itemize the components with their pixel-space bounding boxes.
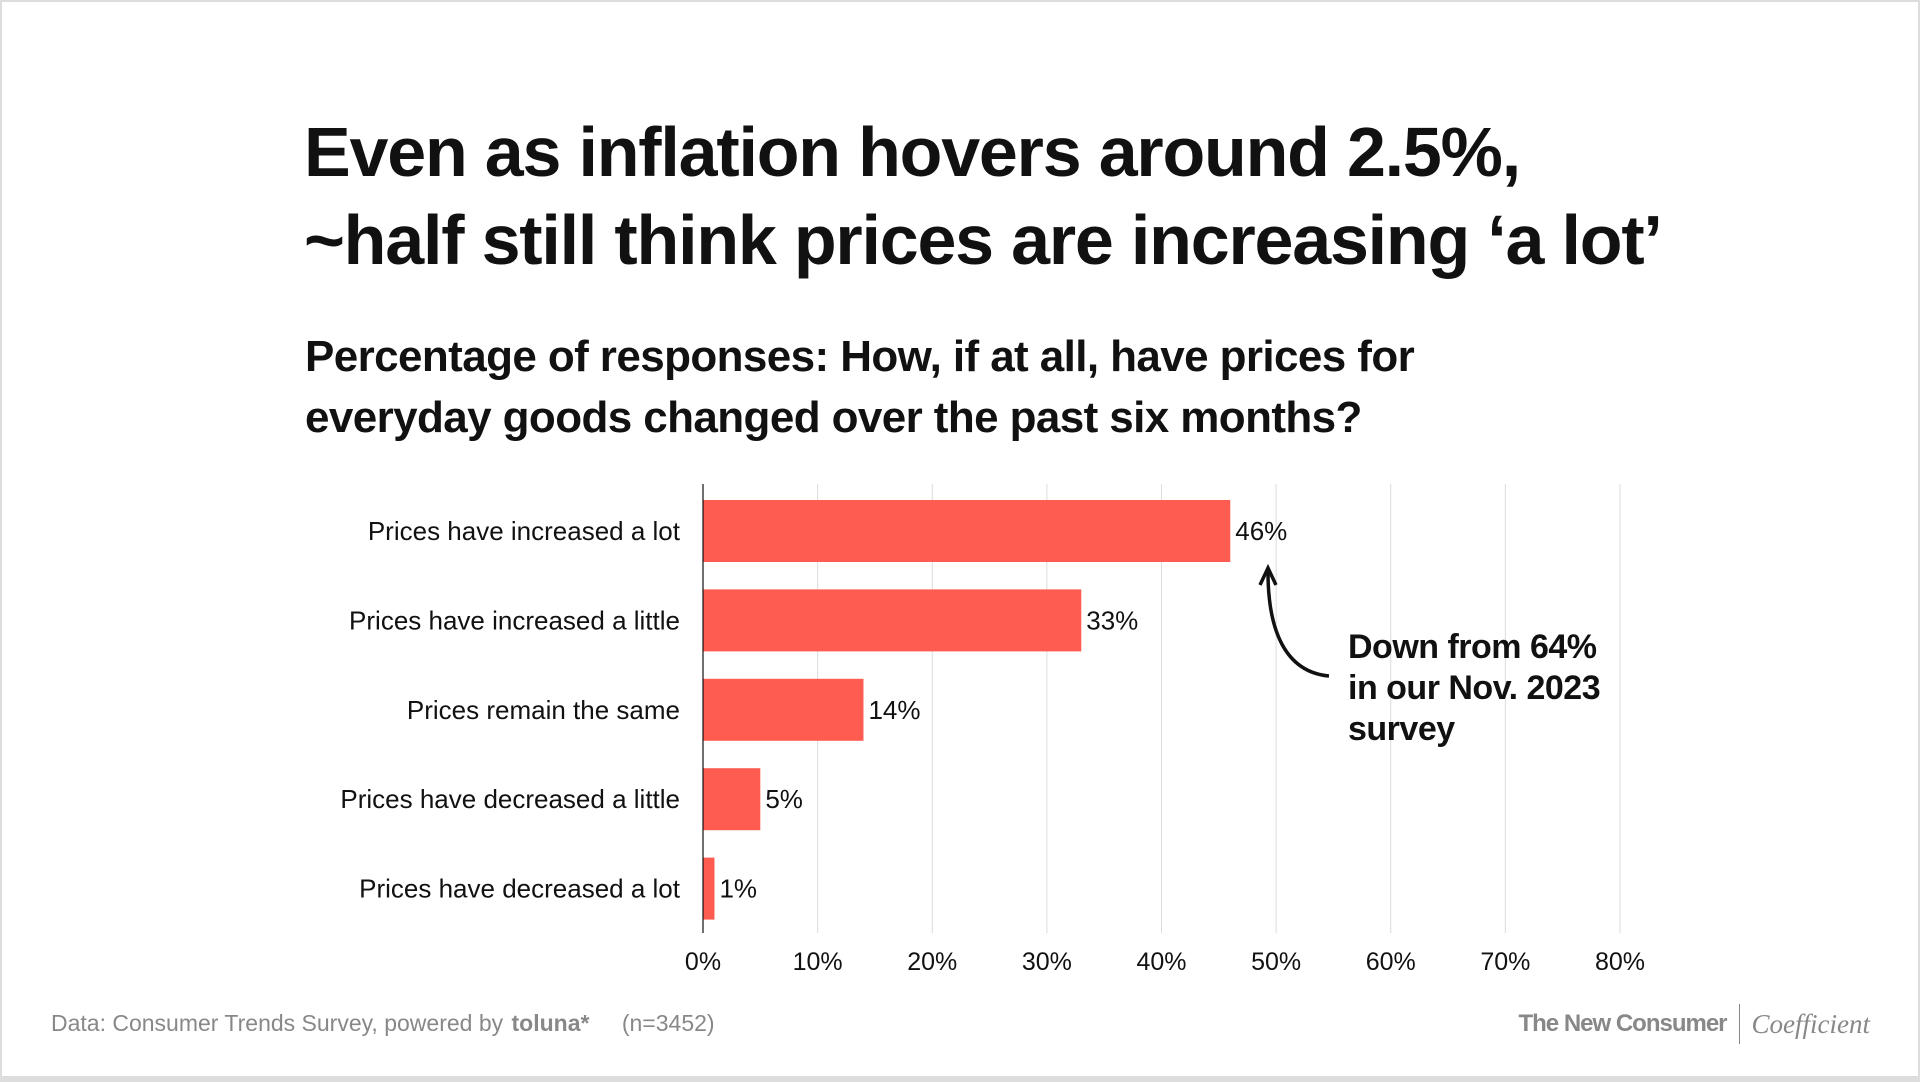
x-tick-label: 40%	[1136, 948, 1186, 976]
annotation-text: survey	[1348, 710, 1455, 748]
footer-logos: The New Consumer Coefficient	[1518, 1004, 1870, 1044]
x-tick-label: 10%	[793, 948, 843, 976]
title-line-2: ~half still think prices are increasing …	[304, 201, 1663, 279]
category-label: Prices have increased a little	[349, 605, 680, 635]
annotation-text: in our Nov. 2023	[1348, 669, 1600, 707]
footer-source: Data: Consumer Trends Survey, powered by…	[51, 1010, 715, 1037]
sample-size: (n=3452)	[621, 1010, 715, 1036]
x-tick-label: 70%	[1480, 948, 1530, 976]
x-tick-label: 30%	[1022, 948, 1072, 976]
data-label: 46%	[1235, 516, 1287, 546]
data-label: 1%	[719, 874, 757, 904]
subtitle-line-1: Percentage of responses: How, if at all,…	[305, 332, 1415, 381]
source-text: Data: Consumer Trends Survey, powered by	[51, 1010, 504, 1036]
x-tick-label: 80%	[1595, 948, 1645, 976]
bar	[703, 768, 761, 831]
the-new-consumer-logo: The New Consumer	[1518, 1010, 1727, 1037]
x-tick-label: 20%	[907, 948, 957, 976]
category-label: Prices have decreased a lot	[359, 874, 681, 904]
chart-subtitle: Percentage of responses: How, if at all,…	[305, 326, 1605, 448]
subtitle-line-2: everyday goods changed over the past six…	[305, 393, 1362, 442]
category-label: Prices remain the same	[407, 695, 680, 725]
annotation-text: Down from 64%	[1348, 628, 1597, 666]
x-tick-label: 0%	[685, 948, 721, 976]
coefficient-logo: Coefficient	[1751, 1008, 1870, 1039]
category-label: Prices have decreased a little	[340, 784, 680, 814]
x-tick-label: 50%	[1251, 948, 1301, 976]
bar	[703, 500, 1231, 562]
bar	[703, 589, 1082, 652]
bar	[703, 678, 864, 741]
data-label: 14%	[868, 695, 920, 725]
data-label: 5%	[765, 784, 803, 814]
category-label: Prices have increased a lot	[368, 516, 681, 546]
logo-divider	[1738, 1004, 1740, 1044]
toluna-logo: toluna*	[511, 1010, 590, 1036]
data-label: 33%	[1086, 605, 1138, 635]
chart-title: Even as inflation hovers around 2.5%, ~h…	[304, 108, 1804, 284]
annotation-arrow	[1266, 571, 1330, 678]
x-tick-label: 60%	[1366, 948, 1416, 976]
arrowhead-icon	[1258, 563, 1278, 586]
title-line-1: Even as inflation hovers around 2.5%,	[304, 113, 1521, 191]
bar	[703, 857, 715, 920]
